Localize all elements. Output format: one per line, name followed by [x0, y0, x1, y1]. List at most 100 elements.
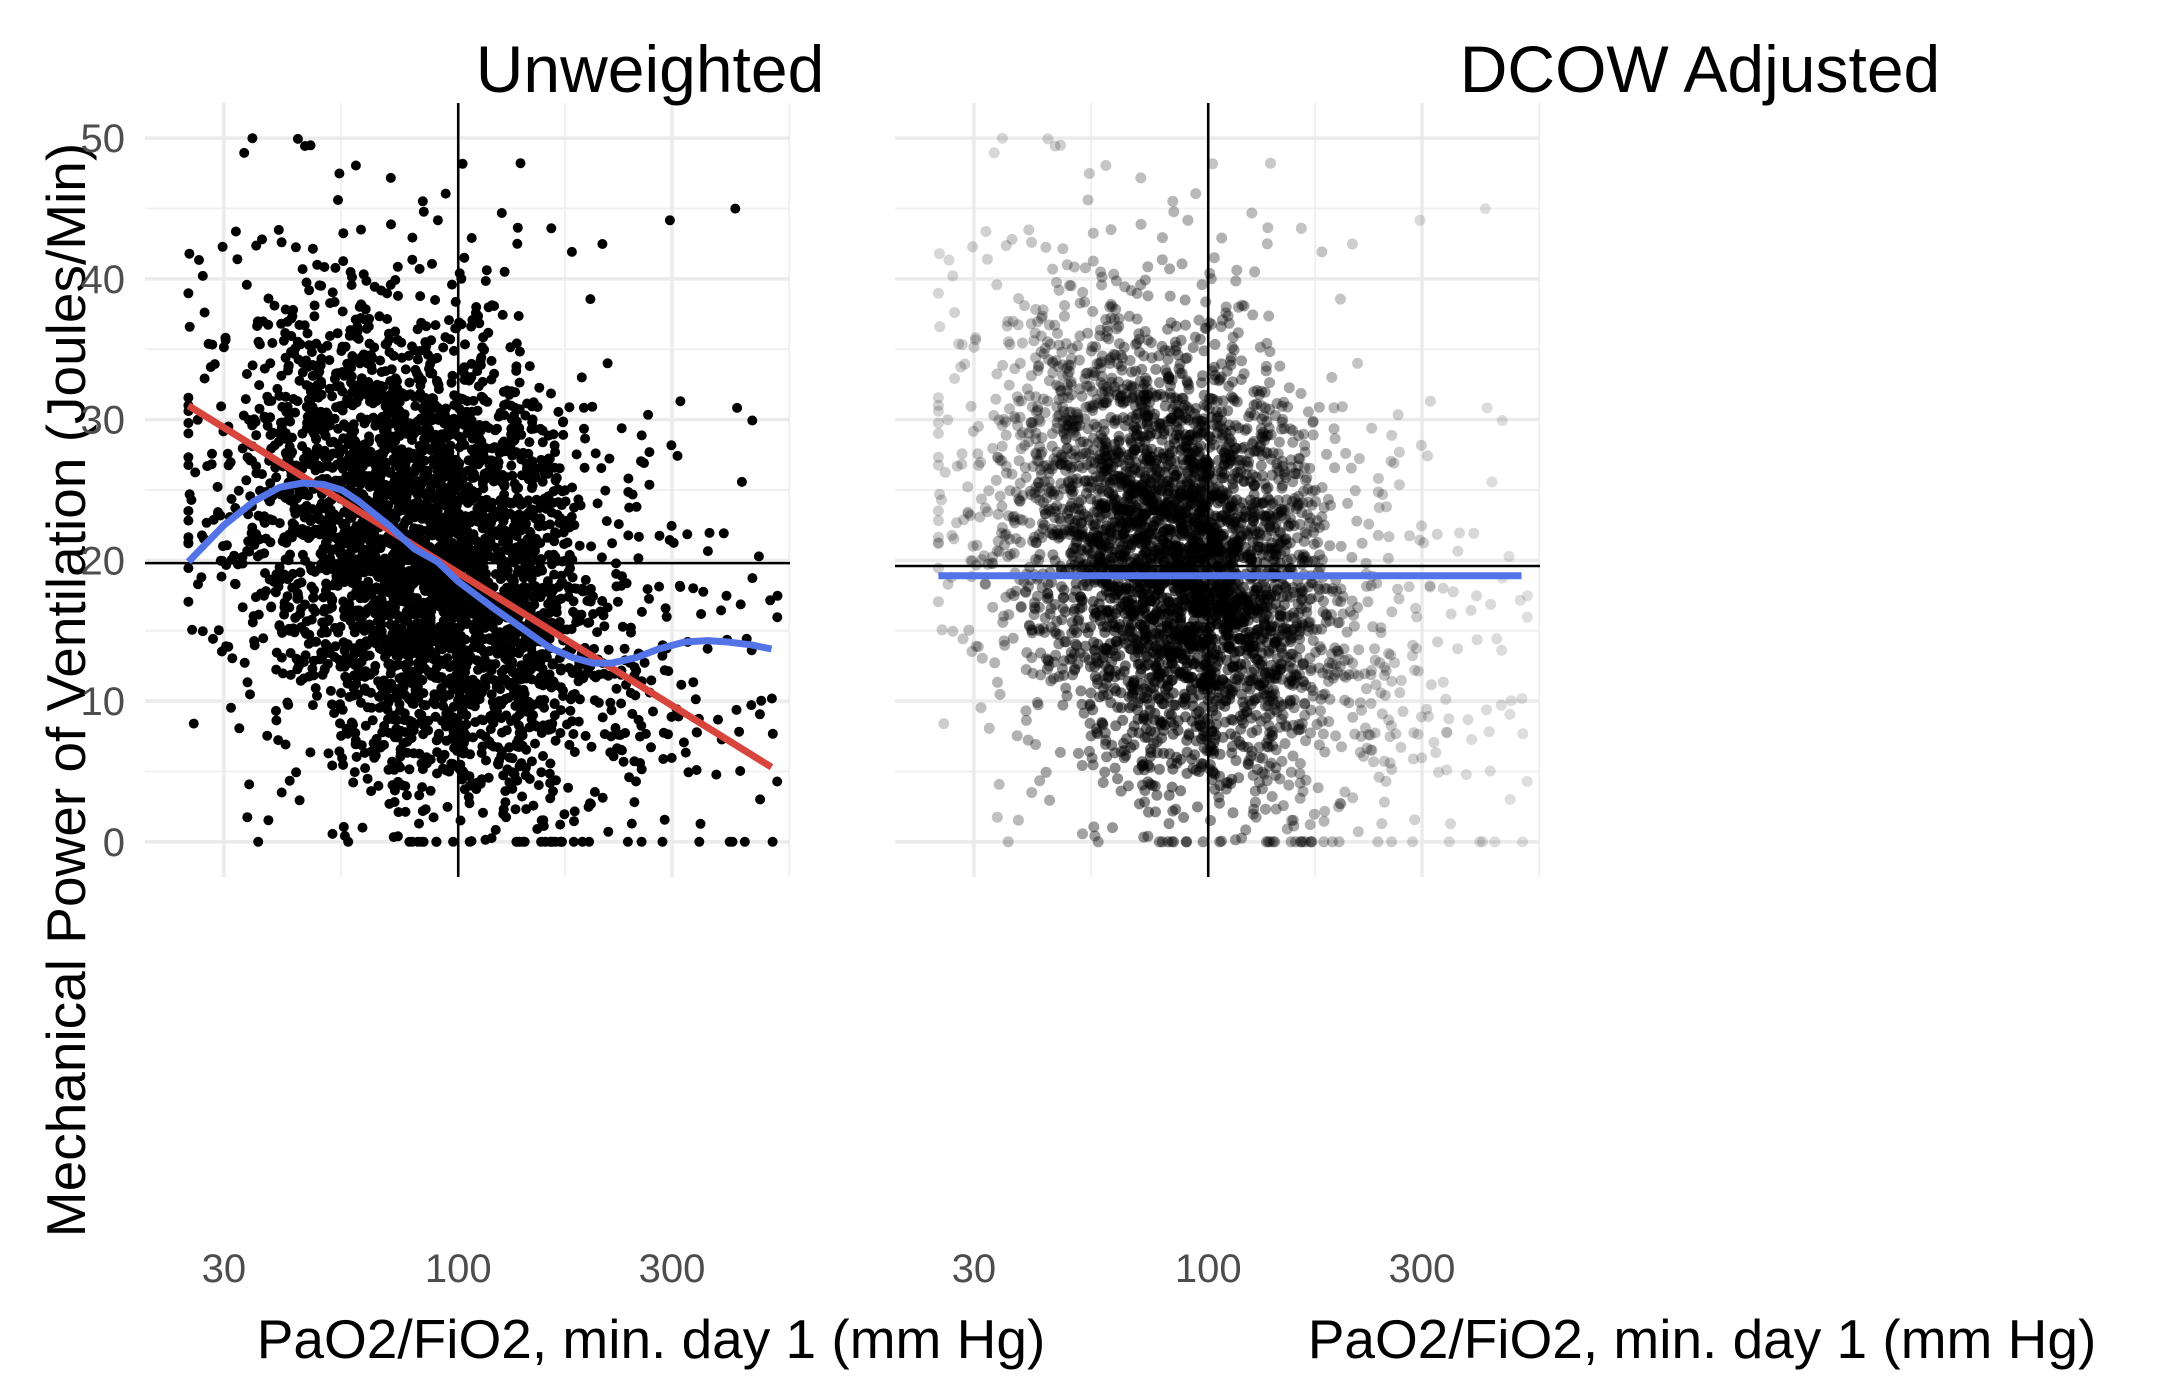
- data-point: [394, 673, 405, 684]
- data-point: [356, 534, 367, 545]
- data-point: [507, 656, 518, 667]
- data-point: [347, 433, 358, 444]
- data-point: [753, 551, 764, 562]
- data-point: [466, 233, 477, 243]
- data-point: [226, 702, 236, 713]
- data-point: [436, 672, 447, 683]
- data-point: [557, 486, 568, 497]
- data-point: [592, 627, 603, 638]
- data-point: [320, 452, 331, 463]
- data-point: [336, 532, 347, 543]
- data-point: [497, 309, 508, 320]
- data-point: [603, 644, 614, 655]
- data-point: [309, 300, 320, 311]
- data-point: [365, 669, 376, 680]
- data-point: [618, 756, 629, 767]
- data-point: [254, 403, 265, 414]
- data-point: [325, 685, 336, 696]
- data-point: [501, 585, 512, 596]
- data-point: [486, 833, 497, 844]
- data-point: [430, 699, 441, 710]
- data-point: [506, 386, 517, 397]
- data-point: [627, 489, 638, 500]
- data-point: [391, 545, 402, 556]
- data-point: [623, 530, 634, 541]
- data-point: [280, 739, 291, 750]
- data-point: [479, 344, 490, 355]
- data-point: [400, 628, 411, 639]
- data-point: [262, 730, 273, 741]
- data-point: [423, 607, 434, 617]
- data-point: [420, 535, 431, 546]
- data-point: [946, 529, 958, 541]
- data-point: [282, 316, 293, 327]
- data-point: [373, 449, 384, 460]
- data-point: [329, 708, 340, 719]
- data-point: [1326, 371, 1338, 383]
- data-point: [526, 674, 537, 685]
- data-point: [271, 472, 282, 483]
- data-point: [350, 160, 361, 171]
- data-point: [356, 740, 367, 751]
- data-point: [284, 775, 295, 786]
- data-point: [473, 459, 484, 470]
- data-point: [579, 462, 590, 473]
- x-axis-label-unweighted: PaO2/FiO2, min. day 1 (mm Hg): [257, 1308, 1046, 1370]
- data-point: [340, 671, 351, 682]
- data-point: [573, 494, 584, 505]
- data-point: [597, 712, 608, 723]
- data-point: [404, 566, 415, 576]
- data-point: [208, 633, 218, 644]
- data-point: [1003, 336, 1014, 348]
- data-point: [304, 285, 315, 296]
- data-point: [471, 778, 482, 788]
- data-point: [351, 751, 362, 762]
- data-point: [472, 629, 483, 640]
- data-point: [1176, 258, 1188, 270]
- data-point: [374, 479, 385, 490]
- data-point: [567, 689, 578, 700]
- data-point: [510, 804, 521, 815]
- data-point: [504, 752, 515, 763]
- data-point: [251, 430, 262, 441]
- data-point: [478, 662, 489, 673]
- data-point: [629, 797, 640, 808]
- data-point: [296, 622, 307, 633]
- data-point: [439, 540, 449, 551]
- data-point: [468, 551, 478, 561]
- data-point: [390, 602, 400, 613]
- data-point: [606, 705, 617, 716]
- data-point: [351, 442, 362, 453]
- data-point: [267, 338, 278, 348]
- data-point: [616, 423, 627, 434]
- data-point: [322, 515, 333, 526]
- data-point: [1190, 188, 1202, 200]
- data-point: [415, 291, 426, 302]
- data-point: [213, 625, 224, 636]
- data-point: [241, 369, 252, 379]
- data-point: [474, 643, 485, 654]
- data-point: [183, 596, 194, 607]
- data-point: [305, 386, 316, 397]
- data-point: [349, 670, 359, 681]
- data-point: [932, 417, 944, 429]
- data-point: [444, 689, 455, 700]
- data-point: [460, 730, 471, 741]
- data-point: [680, 747, 691, 758]
- data-point: [350, 644, 361, 655]
- data-point: [1481, 402, 1493, 414]
- data-point: [495, 407, 506, 418]
- data-point: [382, 288, 393, 299]
- data-point: [1430, 747, 1442, 759]
- data-point: [544, 519, 555, 530]
- data-point: [217, 241, 228, 252]
- data-point: [535, 538, 546, 548]
- data-point: [488, 741, 499, 752]
- data-point: [263, 815, 274, 826]
- data-point: [644, 479, 655, 490]
- data-point: [263, 293, 274, 304]
- data-point: [1393, 446, 1405, 458]
- data-point: [284, 572, 295, 583]
- data-point: [627, 708, 638, 719]
- data-point: [569, 520, 580, 531]
